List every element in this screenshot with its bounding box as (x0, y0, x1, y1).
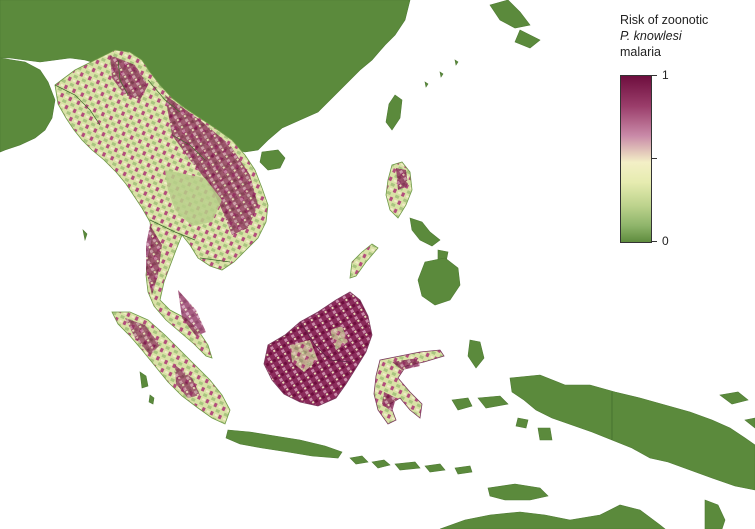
legend-tick-max (651, 75, 657, 76)
borneo-low-risk (290, 326, 348, 372)
thailand-plains (165, 170, 222, 226)
bismarck-islands (719, 391, 755, 429)
australia-north-coast (439, 504, 666, 529)
legend-max-label: 1 (662, 68, 669, 82)
japan-islands (489, 0, 541, 49)
legend-title-line1: Risk of zoonotic (620, 13, 709, 27)
legend-title: Risk of zoonotic P. knowlesi malaria (620, 12, 750, 60)
borneo-island (263, 291, 373, 407)
sulawesi-high-risk (382, 358, 420, 412)
legend-min-label: 0 (662, 234, 669, 248)
visayas-islands (409, 217, 449, 263)
java-island (225, 429, 343, 459)
ryukyu-specks (424, 59, 459, 88)
maluku-islands (451, 339, 553, 441)
luzon-high-risk (396, 168, 408, 190)
mindanao-island (417, 257, 461, 306)
borneo-border-lines (299, 321, 351, 363)
australia-cape-york (704, 499, 726, 529)
hainan-island (259, 149, 286, 171)
palawan-island (349, 243, 379, 279)
lesser-sunda-islands (349, 455, 473, 475)
new-guinea-island (509, 374, 755, 491)
mainland-southeast-asia (54, 49, 269, 359)
legend-tick-mid (651, 158, 657, 159)
legend-title-line2: P. knowlesi (620, 29, 682, 43)
legend-title-line3: malaria (620, 45, 661, 59)
bangladesh-coast (0, 57, 56, 153)
sumatra-island (111, 311, 231, 425)
legend-color-bar (620, 75, 652, 243)
sumatra-western-islets (82, 229, 155, 405)
mainland-border-lines (54, 59, 231, 263)
timor-island (487, 483, 549, 501)
sumatra-high-risk (125, 318, 200, 398)
mainland-high-risk (110, 55, 258, 336)
taiwan-island (385, 94, 403, 131)
legend-tick-min (651, 241, 657, 242)
sulawesi-island (373, 349, 445, 425)
